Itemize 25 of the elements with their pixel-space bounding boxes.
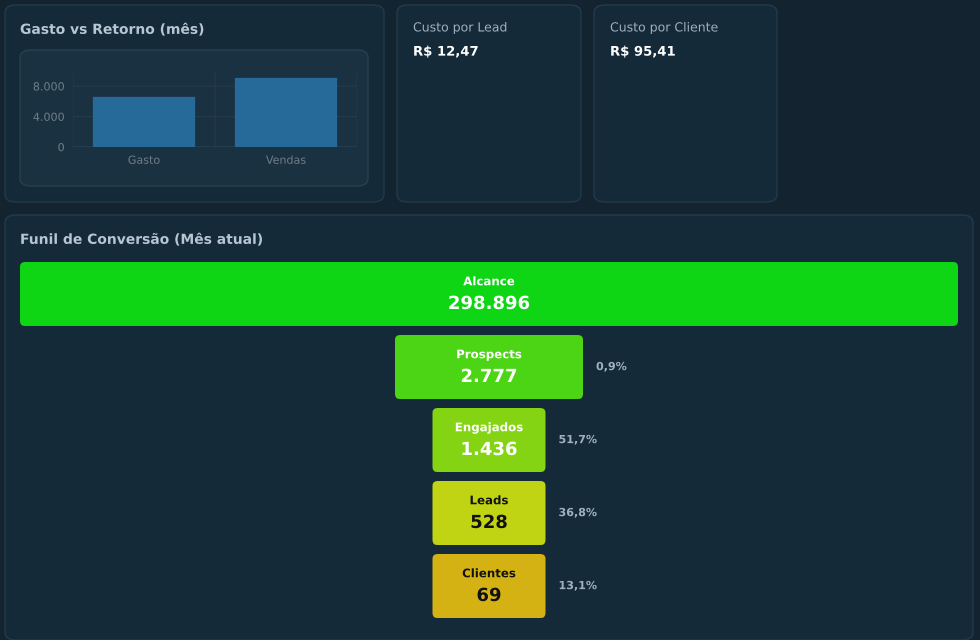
y-tick-label: 8.000 — [34, 82, 64, 91]
y-tick-label: 0 — [58, 142, 64, 152]
category-label: Alcance — [463, 276, 514, 286]
data-label: 1.436 — [462, 442, 517, 456]
text: 51,7% — [559, 434, 597, 445]
y-tick-label: 4.000 — [33, 112, 64, 121]
x-tick-label: Vendas — [266, 155, 306, 164]
category-label: Clientes — [462, 568, 516, 578]
data-label: 2.777 — [462, 368, 516, 382]
data-label: 528 — [472, 514, 507, 528]
data-label: 298.896 — [449, 296, 530, 310]
text: Funil de Conversão (Mês atual) — [21, 232, 262, 246]
category-label: Engajados — [456, 422, 523, 434]
x-tick-label: Gasto — [128, 156, 160, 164]
chart-title: Gasto vs Retorno (mês) — [20, 22, 204, 36]
category-label: Prospects — [457, 350, 522, 361]
data-label: 69 — [478, 588, 500, 602]
text: 0,9% — [596, 362, 626, 372]
text: R$ 95,41 — [611, 46, 675, 58]
text: 36,8% — [559, 508, 597, 518]
text: Custo por Cliente — [610, 22, 718, 34]
category-label: Leads — [470, 495, 508, 504]
text: Custo por Lead — [414, 22, 506, 34]
text: 13,1% — [560, 580, 597, 591]
text: R$ 12,47 — [414, 46, 478, 58]
